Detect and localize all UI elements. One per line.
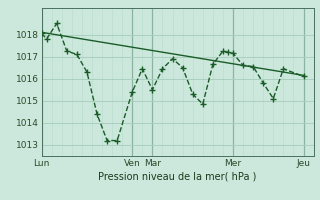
- X-axis label: Pression niveau de la mer( hPa ): Pression niveau de la mer( hPa ): [99, 172, 257, 182]
